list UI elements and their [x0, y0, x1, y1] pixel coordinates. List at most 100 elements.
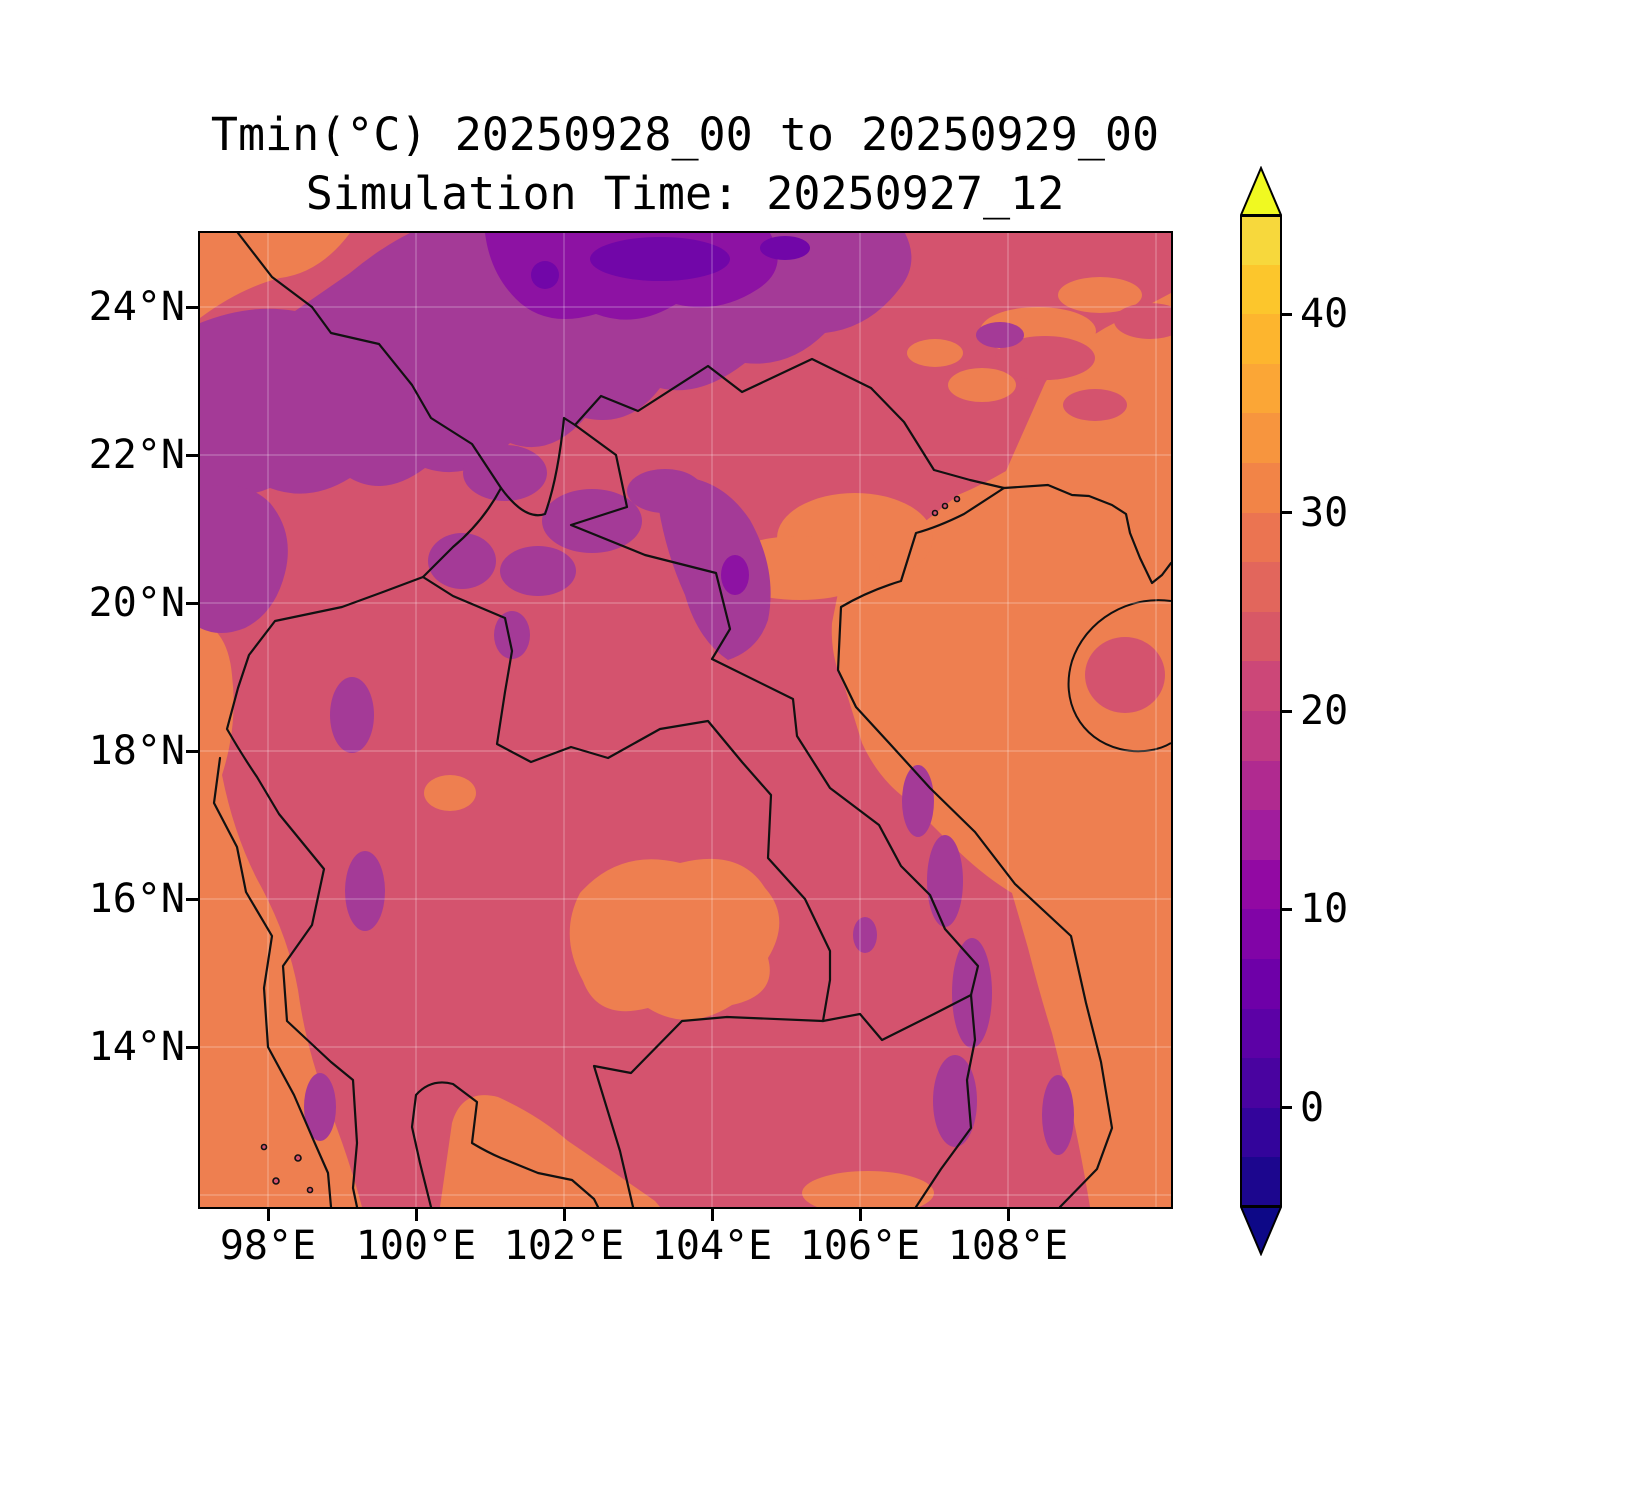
map-axes: [198, 231, 1173, 1209]
y-tick-mark: [186, 1045, 198, 1049]
colorbar-tick-mark: [1282, 709, 1292, 713]
y-tick-mark: [186, 601, 198, 605]
border-myanmar-thailand: [225, 575, 425, 1207]
colorbar-segment: [1240, 1007, 1282, 1059]
colorbar-segment: [1240, 313, 1282, 364]
x-tick-label: 100°E: [355, 1223, 477, 1269]
warm-region-top-left-corner: [200, 233, 350, 318]
border-thailand-laos: [421, 575, 832, 1023]
coast-andaman: [212, 756, 333, 1207]
figure-title-line2: Simulation Time: 20250927_12: [305, 167, 1065, 221]
x-tick-label: 108°E: [947, 1223, 1069, 1269]
border-vietnam-cambodia: [914, 993, 977, 1207]
colorbar-segment: [1240, 710, 1282, 761]
colorbar-tick-label: 20: [1300, 688, 1349, 734]
cold-core-deep-1: [590, 237, 730, 281]
colorbar-segment: [1240, 908, 1282, 959]
border-laos-cambodia: [821, 993, 973, 1042]
x-tick-label: 104°E: [651, 1223, 773, 1269]
x-tick-label: 98°E: [219, 1223, 317, 1269]
colorbar-segment: [1240, 462, 1282, 513]
colorbar-tick-mark: [1282, 511, 1292, 515]
y-tick-mark: [186, 749, 198, 753]
colorbar-under-arrow: [1240, 1206, 1282, 1256]
warm-region-east-sea: [831, 293, 1171, 1207]
warm-patch-ne-4: [907, 339, 963, 367]
coast-gulf-of-thailand: [410, 1081, 600, 1207]
figure-title-line1: Tmin(°C) 20250928_00 to 20250929_00: [210, 108, 1160, 161]
cool-blob-golden-triangle: [428, 533, 496, 589]
x-tick-mark: [562, 1209, 566, 1221]
colorbar-segment: [1240, 809, 1282, 860]
warm-region-andaman-coast: [200, 621, 362, 1207]
mild-patch-3: [1114, 303, 1171, 339]
cool-region-annamite: [655, 476, 771, 660]
border-myanmar-laos: [421, 486, 503, 579]
warm-patch-ne-2: [948, 368, 1016, 402]
colorbar-tick-label: 0: [1300, 1084, 1325, 1131]
cool-blob-peninsula: [304, 1073, 336, 1141]
colorbar-segment: [1240, 1057, 1282, 1108]
country-borders: [225, 233, 1006, 1207]
mild-patch-1: [995, 336, 1095, 380]
warm-region-northeast-thailand: [569, 858, 780, 1020]
border-china: [236, 233, 1006, 517]
cool-blob-highlands: [853, 917, 877, 953]
colorbar-segment: [1240, 1156, 1282, 1207]
colorbar-segment: [1240, 859, 1282, 910]
cool-blob-west-th-1: [330, 677, 374, 753]
temp-field-cold-cores: [485, 233, 810, 595]
colorbar-tick-mark: [1282, 907, 1292, 911]
colorbar-segment: [1240, 412, 1282, 463]
warm-region-central-thailand: [424, 775, 476, 811]
hainan-island: [1067, 599, 1171, 753]
x-tick-mark: [858, 1209, 862, 1221]
coastlines: [212, 483, 1171, 1207]
cool-strip-coastal-range: [1042, 1075, 1074, 1155]
warm-region-gulf-of-thailand: [440, 1095, 660, 1207]
colorbar-segment: [1240, 215, 1282, 265]
colorbar-segment: [1240, 263, 1282, 315]
y-tick-label: 18°N: [88, 728, 185, 774]
y-tick-mark: [186, 453, 198, 457]
warm-patch-ne-3: [1058, 277, 1142, 313]
cold-core-deep-2: [531, 261, 559, 289]
colorbar-segment: [1240, 561, 1282, 612]
colorbar-bar: [1240, 215, 1282, 1207]
colorbar-segment: [1240, 958, 1282, 1009]
temp-field-mild-patches: [995, 303, 1171, 421]
colorbar-segment: [1240, 611, 1282, 662]
cool-region-west-band: [200, 485, 288, 633]
y-tick-label: 24°N: [88, 284, 185, 330]
cool-blob-west-th-2: [345, 851, 385, 931]
y-tick-label: 16°N: [88, 876, 185, 922]
y-tick-mark: [186, 897, 198, 901]
small-islands: [260, 495, 961, 1194]
hainan-interior: [1085, 637, 1165, 713]
map-plot: [200, 233, 1171, 1207]
temp-field-warm-regions: [200, 233, 1171, 1207]
cold-core-deep-3: [760, 236, 810, 260]
colorbar-segment: [1240, 363, 1282, 414]
cool-strip-cvn-2: [927, 835, 963, 927]
colorbar-tick-mark: [1282, 312, 1292, 316]
colorbar-tick-label: 40: [1300, 291, 1349, 338]
border-thailand-cambodia: [592, 1015, 825, 1207]
x-tick-mark: [1006, 1209, 1010, 1221]
colorbar-tick-label: 10: [1300, 886, 1349, 933]
colorbar-segment: [1240, 511, 1282, 563]
y-tick-mark: [186, 305, 198, 309]
colorbar-frame: [1240, 215, 1282, 1207]
x-tick-mark: [710, 1209, 714, 1221]
cool-strip-cvn-4: [933, 1055, 977, 1147]
colorbar: [1240, 165, 1282, 1257]
cool-blob-nlaos-2: [542, 489, 642, 553]
colorbar-segment: [1240, 1107, 1282, 1158]
colorbar-tick-label: 30: [1300, 489, 1349, 536]
y-tick-label: 22°N: [88, 432, 185, 478]
cold-core-annamite-spot: [721, 555, 749, 595]
warm-region-mekong-delta: [802, 1171, 934, 1207]
colorbar-tick-mark: [1282, 1106, 1292, 1110]
y-tick-label: 20°N: [88, 580, 185, 626]
